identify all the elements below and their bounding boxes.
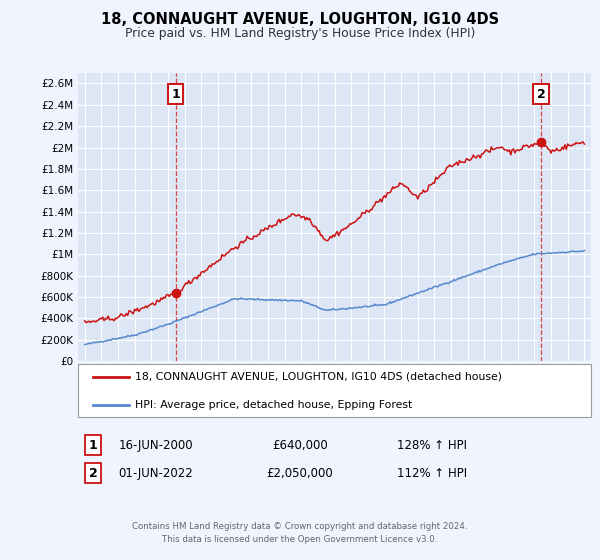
Text: 2: 2: [89, 466, 97, 480]
Text: 18, CONNAUGHT AVENUE, LOUGHTON, IG10 4DS (detached house): 18, CONNAUGHT AVENUE, LOUGHTON, IG10 4DS…: [135, 372, 502, 381]
Text: 2: 2: [537, 88, 546, 101]
Text: 1: 1: [171, 88, 180, 101]
Text: Contains HM Land Registry data © Crown copyright and database right 2024.
This d: Contains HM Land Registry data © Crown c…: [132, 522, 468, 544]
Text: £2,050,000: £2,050,000: [266, 466, 334, 480]
Text: Price paid vs. HM Land Registry's House Price Index (HPI): Price paid vs. HM Land Registry's House …: [125, 27, 475, 40]
Text: 01-JUN-2022: 01-JUN-2022: [119, 466, 193, 480]
Text: 16-JUN-2000: 16-JUN-2000: [119, 438, 193, 452]
Text: £640,000: £640,000: [272, 438, 328, 452]
Text: HPI: Average price, detached house, Epping Forest: HPI: Average price, detached house, Eppi…: [135, 400, 412, 409]
Text: 128% ↑ HPI: 128% ↑ HPI: [397, 438, 467, 452]
Text: 112% ↑ HPI: 112% ↑ HPI: [397, 466, 467, 480]
Text: 18, CONNAUGHT AVENUE, LOUGHTON, IG10 4DS: 18, CONNAUGHT AVENUE, LOUGHTON, IG10 4DS: [101, 12, 499, 27]
Text: 1: 1: [89, 438, 97, 452]
